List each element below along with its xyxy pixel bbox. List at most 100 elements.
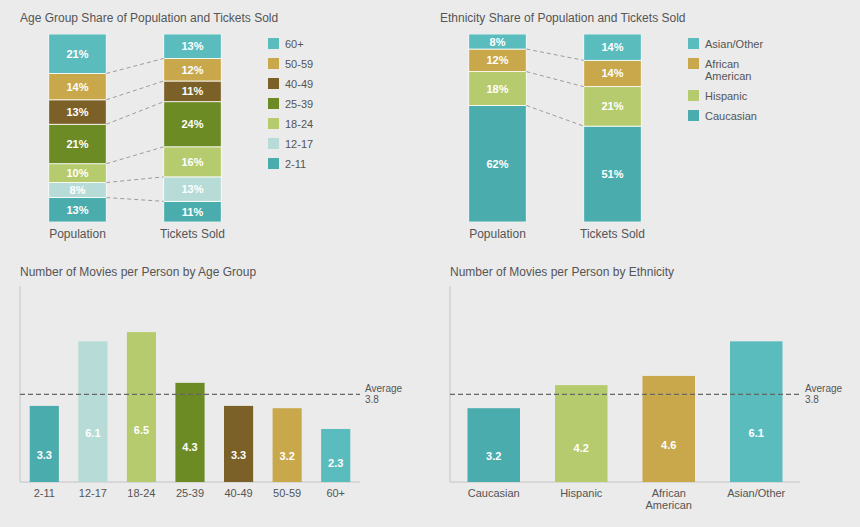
tick-label: Caucasian — [468, 487, 520, 499]
plot-area — [49, 34, 222, 222]
bar-segment — [584, 87, 642, 126]
connector-line — [526, 72, 584, 87]
legend-entry: 25-39 — [285, 98, 313, 110]
legend-swatch — [268, 58, 279, 69]
average-line — [450, 394, 800, 395]
connector-line — [106, 81, 164, 100]
legend-swatch — [268, 78, 279, 89]
title: Number of Movies per Person by Ethnicity — [450, 265, 674, 279]
bar-segment — [469, 105, 527, 222]
data-label: 13% — [181, 183, 203, 195]
data-label: 11% — [182, 85, 204, 97]
legend-swatch — [268, 38, 279, 49]
tick-label: 2-11 — [34, 487, 55, 499]
data-label: 4.3 — [182, 441, 197, 453]
bar-chart: Number of Movies per Person by Ethnicity… — [450, 265, 843, 511]
title: Ethnicity Share of Population and Ticket… — [440, 11, 685, 25]
legend-swatch — [268, 98, 279, 109]
bar — [468, 408, 521, 482]
stacked-chart: Age Group Share of Population and Ticket… — [20, 11, 313, 241]
data-labels: 62%18%12%8%51%21%14%14% — [486, 36, 623, 181]
data-label: 4.2 — [574, 442, 589, 454]
data-label: 13% — [181, 40, 203, 52]
data-label: 14% — [601, 67, 623, 79]
data-label: 3.3 — [231, 449, 246, 461]
title: Age Group Share of Population and Ticket… — [20, 11, 278, 25]
tick-label: Hispanic — [560, 487, 603, 499]
bar — [321, 429, 350, 482]
legend-entry: 12-17 — [285, 138, 313, 150]
legend-entry: 40-49 — [285, 78, 313, 90]
data-label: 11% — [182, 206, 204, 218]
bar-segment — [584, 34, 642, 60]
connector-line — [106, 198, 164, 202]
legend-swatch — [688, 58, 699, 69]
tick-label: 18-24 — [127, 487, 155, 499]
bar — [78, 341, 107, 482]
tick-label: Asian/Other — [727, 487, 785, 499]
bar-segment — [164, 102, 222, 147]
connector-line — [526, 49, 584, 60]
bar-segment — [584, 60, 642, 86]
legend-entry: 18-24 — [285, 118, 313, 130]
data-labels: 13%8%10%21%13%14%21%11%13%16%24%11%12%13… — [66, 40, 203, 217]
bar-segment — [164, 34, 222, 58]
data-label: 4.6 — [661, 439, 676, 451]
data-label: 10% — [66, 167, 88, 179]
data-label: 21% — [601, 100, 623, 112]
background — [0, 0, 860, 527]
data-label: 12% — [486, 54, 508, 66]
bar-segment — [49, 183, 107, 198]
legend-swatch — [268, 138, 279, 149]
data-label: 14% — [66, 81, 88, 93]
data-label: 13% — [66, 204, 88, 216]
legend-swatch — [688, 110, 699, 121]
figure: Age Group Share of Population and Ticket… — [0, 0, 860, 527]
bar-segment — [164, 81, 222, 102]
tick-label: Population — [49, 227, 106, 241]
data-label: 21% — [66, 138, 88, 150]
legend-entry: 60+ — [285, 38, 304, 50]
bar — [273, 408, 302, 482]
legend: 60+ 50-59 40-49 25-39 18-24 12-17 2-11 — [268, 38, 313, 170]
legend-entry: 50-59 — [285, 58, 313, 70]
legend-swatch — [268, 158, 279, 169]
bar — [30, 406, 59, 482]
data-labels: 3.2 4.2 4.6 6.1 — [486, 427, 764, 462]
bar-segment — [164, 177, 222, 201]
bar-segment — [164, 58, 222, 81]
stacked-chart: Ethnicity Share of Population and Ticket… — [440, 11, 763, 241]
data-label: 8% — [490, 36, 506, 48]
legend-entry: 2-11 — [285, 158, 306, 170]
plot-area — [20, 332, 360, 482]
bar — [555, 385, 608, 482]
plot-area — [469, 34, 642, 222]
connector-line — [106, 147, 164, 164]
bar-segment — [469, 34, 527, 49]
legend-entry: Caucasian — [705, 110, 757, 122]
bar-segment — [49, 100, 107, 124]
data-label: 14% — [601, 41, 623, 53]
connector-line — [526, 105, 584, 126]
data-label: 2.3 — [328, 457, 343, 469]
connectors — [526, 49, 584, 126]
bar-segment — [49, 164, 107, 183]
data-label: 6.1 — [749, 427, 764, 439]
data-label: 3.3 — [37, 449, 52, 461]
value-axis-line — [450, 286, 451, 482]
bar — [643, 376, 696, 482]
data-labels: 3.36.16.54.33.33.22.3 — [37, 424, 344, 470]
legend-entry: Hispanic — [705, 90, 748, 102]
connectors — [106, 58, 164, 201]
value-axis-line — [20, 286, 21, 482]
average-line — [20, 394, 360, 395]
legend: Asian/OtherAfricanAmericanHispanicCaucas… — [688, 38, 763, 122]
annotation: Average3.8 — [805, 383, 843, 405]
data-label: 24% — [181, 118, 203, 130]
data-label: 3.2 — [486, 450, 501, 462]
data-label: 6.1 — [85, 427, 100, 439]
legend-swatch — [688, 90, 699, 101]
bar-segment — [584, 126, 642, 222]
tick-label: 50-59 — [273, 487, 301, 499]
data-label: 3.2 — [279, 450, 294, 462]
